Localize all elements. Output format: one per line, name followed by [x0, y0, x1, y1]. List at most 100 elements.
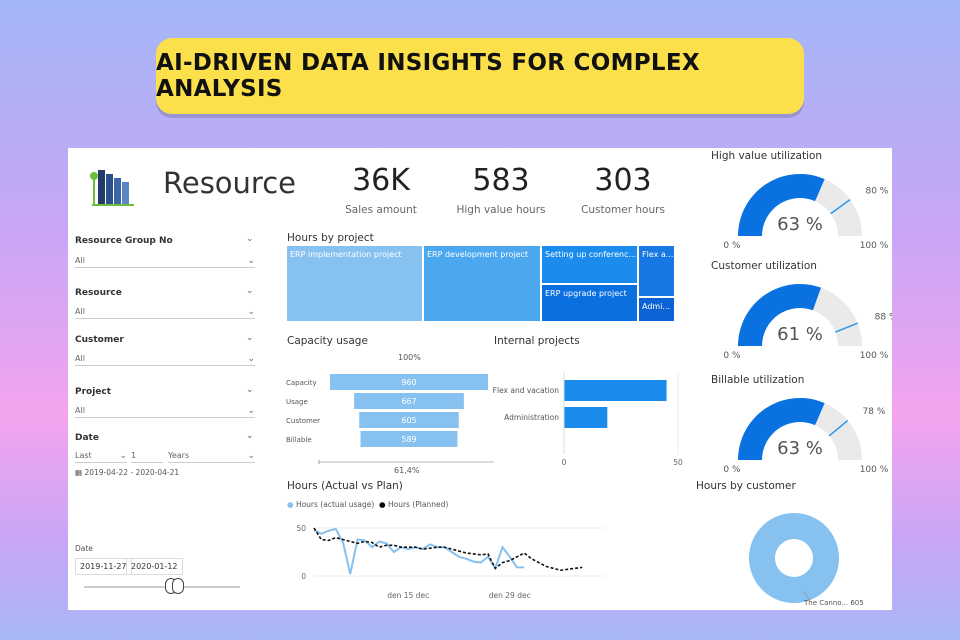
capacity-bottom-label: 61,4% — [394, 466, 420, 475]
slicer-customer-dropdown[interactable]: All ⌄ — [75, 350, 255, 366]
slicer-resource-dropdown[interactable]: All ⌄ — [75, 303, 255, 319]
gauge-max: 100 % — [860, 241, 889, 251]
hours-by-customer-donut — [749, 513, 839, 603]
internal-bar[interactable] — [564, 407, 608, 428]
capacity-top-label: 100% — [398, 353, 421, 362]
logo-icon — [90, 170, 134, 206]
gauge-chart: 61 % 0 % 100 % 88 % — [723, 284, 892, 361]
gauge-min: 0 % — [723, 241, 741, 251]
hours-by-project-treemap[interactable]: ERP implementation project ERP developme… — [287, 246, 674, 321]
page-title: Resource — [163, 166, 296, 200]
gauge-fill[interactable] — [738, 284, 822, 346]
capacity-funnel-chart: Capacity 960 Usage 667 Customer 605 Billable 58… — [286, 374, 494, 464]
date-range-value: 2019-04-22 - 2020-04-21 — [84, 468, 180, 477]
funnel-label: Usage — [286, 398, 308, 406]
gauge-min: 0 % — [723, 465, 741, 475]
gauge-fill[interactable] — [738, 398, 825, 460]
slicer-customer-value: All — [75, 354, 85, 363]
tile-erp-development[interactable]: ERP development project — [424, 246, 540, 321]
hours-by-project-title: Hours by project — [287, 232, 374, 244]
internal-projects-chart: Flex and vacation Administration 0 50 — [493, 372, 683, 467]
hours-actual-chart: 50 0 den 15 dec den 29 dec — [296, 524, 604, 600]
funnel-label: Billable — [286, 436, 312, 444]
legend-dot-planned-icon: ● — [379, 500, 386, 509]
legend-planned: Hours (Planned) — [387, 500, 449, 509]
kpi-high-value-hours: 583 — [472, 163, 530, 198]
gauge-card: Billable utilization 63 % 0 % 100 % 78 % — [708, 372, 892, 482]
chevron-down-icon: ⌄ — [247, 256, 255, 266]
gauge-value: 63 % — [777, 438, 823, 459]
funnel-value: 667 — [401, 397, 416, 406]
legend-dot-actual-icon: ● — [287, 500, 294, 509]
kpi-high-value-label: High value hours — [456, 204, 546, 216]
funnel-bar[interactable] — [360, 431, 458, 447]
date-range-text: ▦ 2019-04-22 - 2020-04-21 — [75, 468, 179, 477]
chevron-down-icon: ⌄ — [119, 451, 127, 461]
dashboard: Resource 36K Sales amount 583 High value… — [68, 148, 892, 610]
gauge-fill[interactable] — [738, 174, 825, 236]
chevron-down-icon: ⌄ — [247, 406, 255, 416]
series-planned-line[interactable] — [313, 527, 583, 572]
gauge-value: 63 % — [777, 214, 823, 235]
internal-tick: 0 — [562, 458, 567, 467]
date-count-input[interactable]: 1 — [131, 447, 163, 463]
tile-setting-up-conference[interactable]: Setting up conferenc... — [542, 246, 637, 283]
gauge-chart: 63 % 0 % 100 % 80 % — [723, 174, 889, 251]
slicer-project-value: All — [75, 406, 85, 415]
chevron-down-icon[interactable]: ⌄ — [246, 286, 254, 296]
chevron-down-icon: ⌄ — [247, 354, 255, 364]
chevron-down-icon[interactable]: ⌄ — [246, 431, 254, 441]
hours-actual-title: Hours (Actual vs Plan) — [287, 480, 403, 492]
legend-actual: Hours (actual usage) — [295, 500, 375, 509]
slicer-resource-label: Resource — [75, 288, 122, 298]
date-unit-select[interactable]: Years ⌄ — [168, 447, 255, 463]
kpi-customer-hours: 303 — [594, 163, 652, 198]
funnel-label: Customer — [286, 417, 320, 425]
date-slider-handle-end[interactable] — [172, 578, 184, 594]
slicer-project-label: Project — [75, 387, 112, 397]
slicer-customer-label: Customer — [75, 335, 124, 345]
y-tick: 0 — [301, 572, 306, 581]
funnel-value: 960 — [401, 378, 416, 387]
funnel-bar[interactable] — [359, 412, 459, 428]
chevron-down-icon[interactable]: ⌄ — [246, 385, 254, 395]
internal-projects-title: Internal projects — [494, 335, 580, 347]
internal-bar[interactable] — [564, 380, 667, 401]
date-count-value: 1 — [131, 451, 137, 460]
slicer-project-dropdown[interactable]: All ⌄ — [75, 402, 255, 418]
hours-actual-legend: ● Hours (actual usage) ● Hours (Planned) — [287, 500, 448, 509]
date-start-input[interactable]: 2019-11-27 — [75, 558, 132, 575]
gauge-title: Billable utilization — [711, 374, 805, 386]
internal-tick: 50 — [673, 458, 683, 467]
date-mode-value: Last — [75, 451, 92, 460]
chevron-down-icon[interactable]: ⌄ — [246, 333, 254, 343]
chevron-down-icon[interactable]: ⌄ — [246, 234, 254, 244]
date-end-input[interactable]: 2020-01-12 — [126, 558, 183, 575]
tile-flex[interactable]: Flex a... — [639, 246, 674, 296]
x-tick: den 15 dec — [387, 591, 429, 600]
funnel-value: 589 — [401, 435, 416, 444]
funnel-bar[interactable] — [330, 374, 488, 390]
gauge-min: 0 % — [723, 351, 741, 361]
capacity-usage-title: Capacity usage — [287, 335, 368, 347]
date-slider-track[interactable] — [84, 586, 240, 588]
slicer-resource-group-value: All — [75, 256, 85, 265]
gauge-chart: 63 % 0 % 100 % 78 % — [723, 398, 889, 475]
gauge-target-label: 88 % — [875, 312, 892, 322]
date-unit-value: Years — [168, 451, 190, 460]
kpi-customer-label: Customer hours — [581, 204, 665, 216]
hours-by-customer-title: Hours by customer — [696, 480, 796, 492]
donut-slice[interactable] — [749, 513, 839, 603]
banner-title: AI-DRIVEN DATA INSIGHTS FOR COMPLEX ANAL… — [156, 38, 804, 114]
slicer-resource-group-dropdown[interactable]: All ⌄ — [75, 252, 255, 268]
slicer-resource-group-label: Resource Group No — [75, 236, 173, 246]
tile-erp-upgrade[interactable]: ERP upgrade project — [542, 285, 637, 321]
funnel-bar[interactable] — [354, 393, 464, 409]
series-actual-line[interactable] — [313, 527, 525, 575]
hours-by-customer-label: The Canno... 605 — [804, 599, 864, 607]
chevron-down-icon: ⌄ — [247, 451, 255, 461]
funnel-value: 605 — [401, 416, 416, 425]
tile-erp-implementation[interactable]: ERP implementation project — [287, 246, 422, 321]
tile-administration[interactable]: Admi... — [639, 298, 674, 321]
date-mode-select[interactable]: Last ⌄ — [75, 447, 127, 463]
